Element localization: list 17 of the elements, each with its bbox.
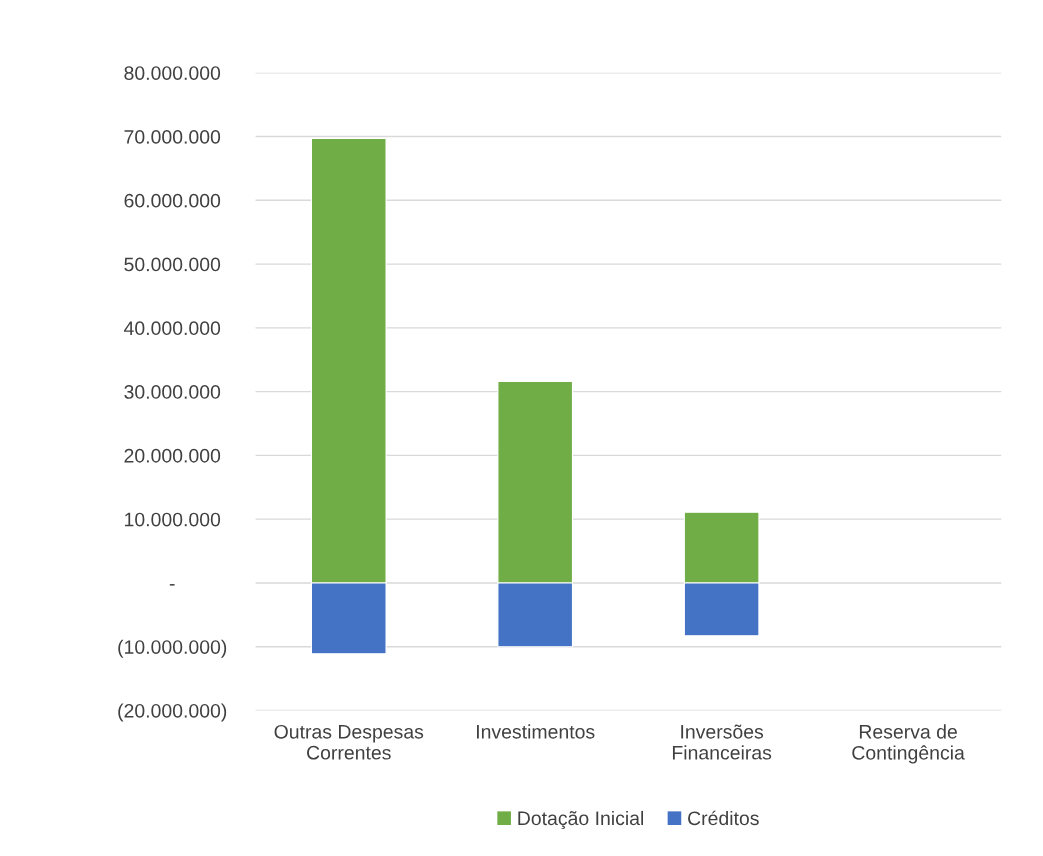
- legend-label: Créditos: [688, 810, 759, 826]
- y-tick-label: -: [169, 584, 175, 586]
- y-tick-label: 60.000.000: [124, 193, 221, 208]
- y-tick-label: 30.000.000: [124, 385, 221, 399]
- y-tick-label: (20.000.000): [118, 703, 227, 722]
- legend-label: Dotação Inicial: [518, 810, 644, 830]
- y-tick-label: 40.000.000: [123, 321, 221, 336]
- y-tick-label: 70.000.000: [124, 130, 221, 144]
- x-tick-label: Inversões Financeiras: [672, 724, 772, 760]
- x-tick-label: Investimentos: [477, 724, 595, 739]
- y-tick-label: 20.000.000: [124, 448, 221, 463]
- y-tick-label: 80.000.000: [124, 66, 221, 80]
- y-tick-label: (10.000.000): [118, 639, 227, 658]
- x-tick-label: Outras Despesas Correntes: [274, 724, 424, 760]
- y-tick-label: 50.000.000: [124, 257, 221, 272]
- x-tick-label: Reserva de Contingência: [852, 724, 965, 764]
- y-tick-label: 10.000.000: [125, 512, 221, 527]
